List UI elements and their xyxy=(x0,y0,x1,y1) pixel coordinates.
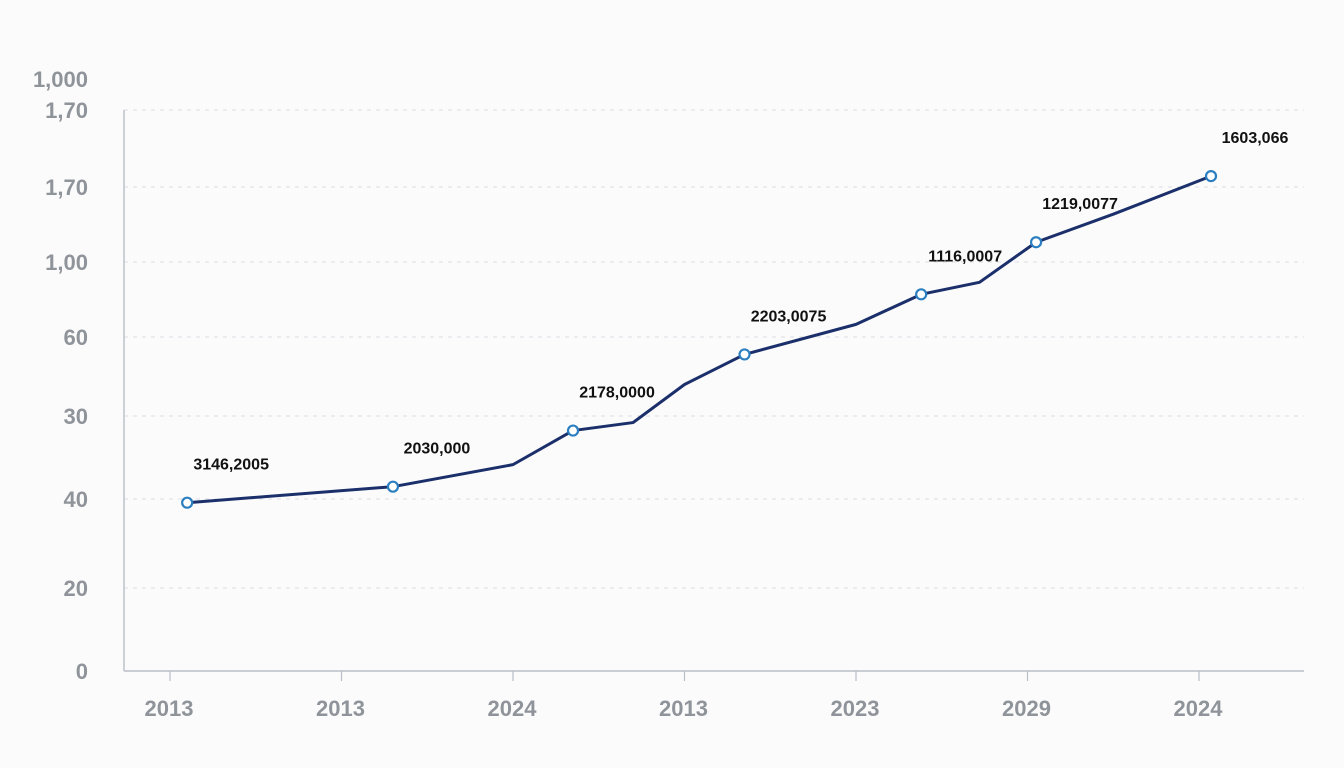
series-line xyxy=(185,174,1213,505)
x-tick-label: 2029 xyxy=(1002,696,1051,721)
x-tick-label: 2013 xyxy=(316,696,365,721)
y-tick-label: 1,000 xyxy=(33,67,88,92)
x-tick-label: 2024 xyxy=(1174,696,1224,721)
data-point xyxy=(386,480,400,493)
grid-lines xyxy=(124,109,1304,589)
data-point xyxy=(181,496,194,509)
y-tick-label: 60 xyxy=(64,325,88,350)
x-axis-labels: 2013 2013 2024 2013 2023 2029 2024 xyxy=(145,671,1224,721)
y-tick-label: 0 xyxy=(76,659,88,684)
data-label: 1116,0007 xyxy=(928,248,1002,265)
y-tick-label: 1,00 xyxy=(45,250,88,275)
x-tick-label: 2024 xyxy=(488,696,538,721)
y-axis-labels: 0 20 40 30 60 1,00 1,70 1,70 1,000 xyxy=(33,67,88,684)
data-point xyxy=(566,424,580,437)
data-label: 2030,000 xyxy=(404,441,471,458)
data-point xyxy=(915,288,928,301)
data-label: 3146,2005 xyxy=(193,457,269,474)
data-point xyxy=(1204,170,1218,183)
y-tick-label: 1,70 xyxy=(45,98,88,123)
data-label: 1603,066 xyxy=(1222,130,1289,147)
x-tick-label: 2013 xyxy=(659,696,708,721)
y-tick-label: 1,70 xyxy=(45,175,88,200)
data-label: 2178,0000 xyxy=(579,385,655,402)
y-tick-label: 20 xyxy=(64,576,88,601)
axes xyxy=(123,110,1304,672)
y-tick-label: 30 xyxy=(64,404,88,429)
y-tick-label: 40 xyxy=(64,487,88,512)
data-label: 2203,0075 xyxy=(751,308,827,325)
x-tick-label: 2023 xyxy=(831,696,880,721)
data-point xyxy=(1029,236,1043,249)
data-point xyxy=(738,348,751,361)
data-label: 1219,0077 xyxy=(1042,196,1118,213)
series-0: 3146,2005 2030,000 2178,0000 2203,0075 1116,… xyxy=(181,130,1289,509)
x-tick-label: 2013 xyxy=(145,696,194,721)
